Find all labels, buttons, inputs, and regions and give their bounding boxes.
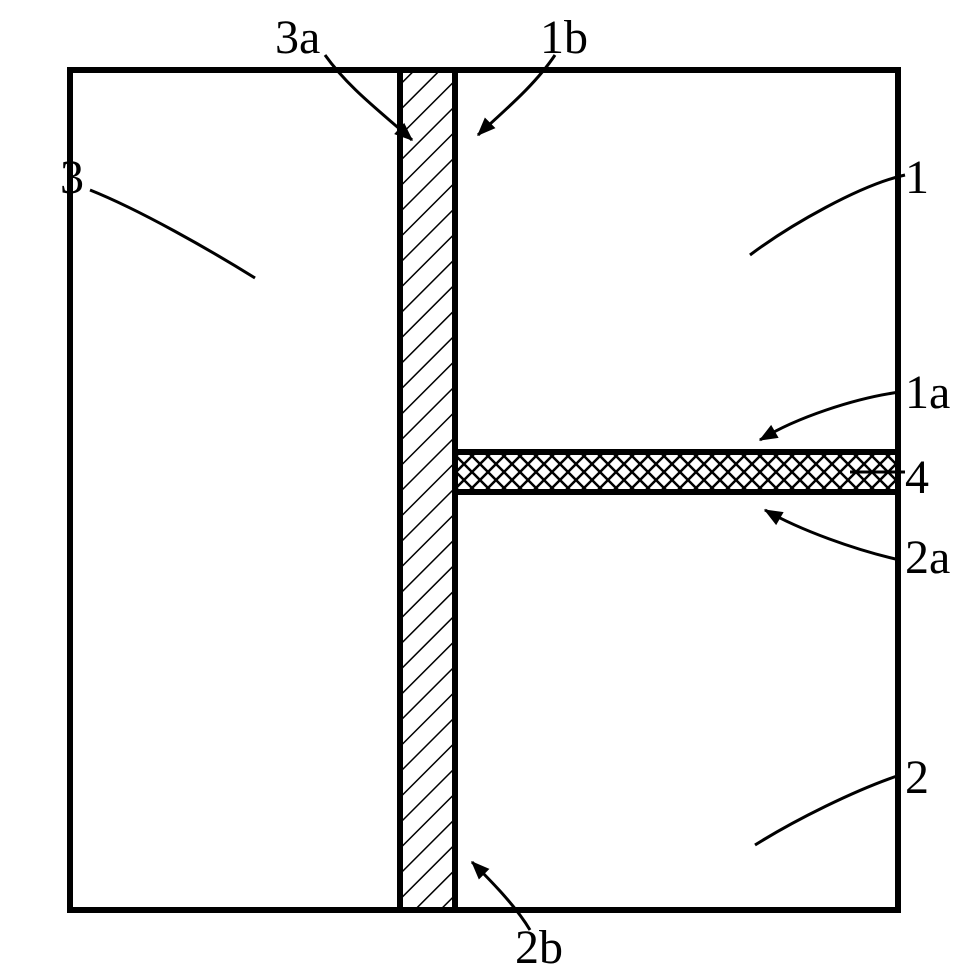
label-2b: 2b bbox=[515, 920, 563, 975]
geometry-group bbox=[70, 70, 898, 910]
label-2: 2 bbox=[905, 750, 929, 805]
label-1b: 1b bbox=[540, 10, 588, 65]
diagram-container: 3a 1b 1 3 1a 4 2a 2 2b bbox=[0, 0, 963, 975]
label-1: 1 bbox=[905, 150, 929, 205]
label-1a: 1a bbox=[905, 365, 950, 420]
schematic-svg bbox=[0, 0, 963, 975]
label-4: 4 bbox=[905, 450, 929, 505]
label-2a: 2a bbox=[905, 530, 950, 585]
label-3: 3 bbox=[60, 150, 84, 205]
label-3a: 3a bbox=[275, 10, 320, 65]
